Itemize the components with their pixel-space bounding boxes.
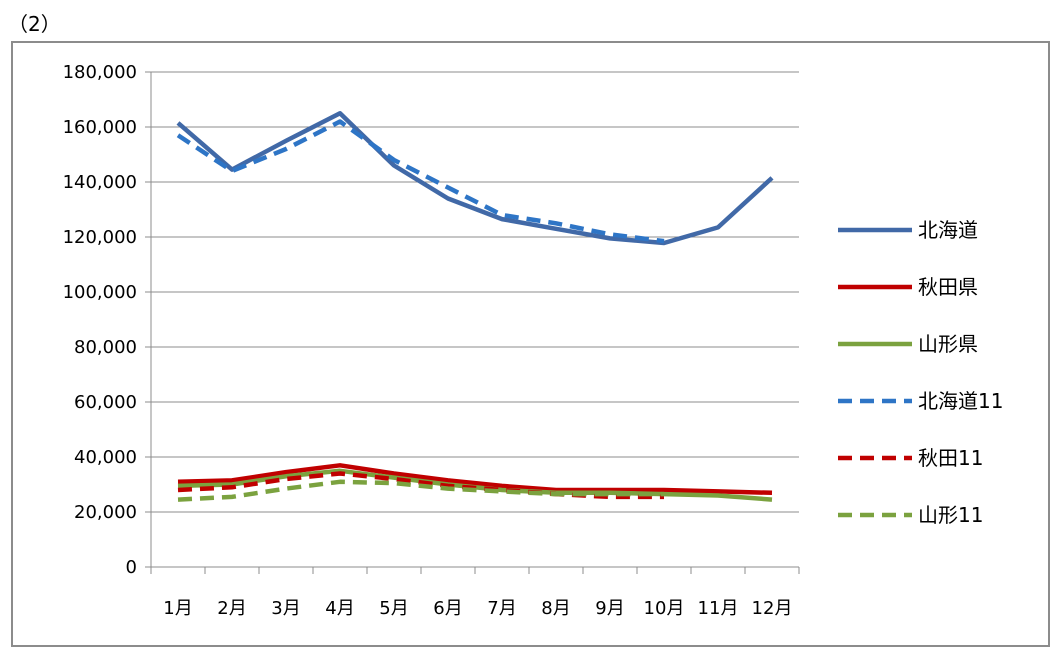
legend-label: 秋田県 [918, 275, 978, 299]
x-tick-label: 3月 [271, 598, 300, 619]
series-line-4 [176, 119, 665, 244]
series-line-1 [176, 111, 774, 246]
x-tick-label: 10月 [644, 598, 685, 619]
axes: 0 20,000 40,000 60,000 80,000 100,000 120,000 1… [63, 62, 800, 619]
series-lines [176, 111, 774, 502]
y-tick-label: 20,000 [74, 502, 137, 523]
x-tick-label: 12月 [752, 598, 793, 619]
y-tick-label: 100,000 [63, 282, 137, 303]
gridlines [151, 71, 799, 513]
x-tick-label: 9月 [595, 598, 624, 619]
y-tick-label: 160,000 [63, 117, 137, 138]
x-tick-label: 5月 [379, 598, 408, 619]
x-tick-label: 1月 [163, 598, 192, 619]
legend-label: 山形県 [918, 332, 978, 356]
y-tick-label: 60,000 [74, 392, 137, 413]
series-line-2 [177, 463, 773, 496]
figure-label: （2） [8, 12, 61, 36]
x-tick-label: 4月 [325, 598, 354, 619]
y-tick-label: 40,000 [74, 447, 137, 468]
legend-label: 北海道 [918, 218, 978, 242]
x-tick-label: 6月 [433, 598, 462, 619]
y-tick-label: 80,000 [74, 337, 137, 358]
x-tick-label: 2月 [217, 598, 246, 619]
chart-frame [11, 41, 1050, 647]
y-tick-label: 0 [126, 557, 137, 578]
x-tick-label: 7月 [487, 598, 516, 619]
legend-label: 北海道11 [918, 389, 1003, 413]
legend-label: 山形11 [918, 503, 983, 527]
y-tick-label: 120,000 [63, 227, 137, 248]
y-tick-label: 140,000 [63, 172, 137, 193]
legend-label: 秋田11 [918, 446, 983, 470]
x-tick-label: 8月 [541, 598, 570, 619]
x-tick-label: 11月 [698, 598, 739, 619]
y-tick-label: 180,000 [63, 62, 137, 83]
series-line-6 [177, 479, 664, 502]
